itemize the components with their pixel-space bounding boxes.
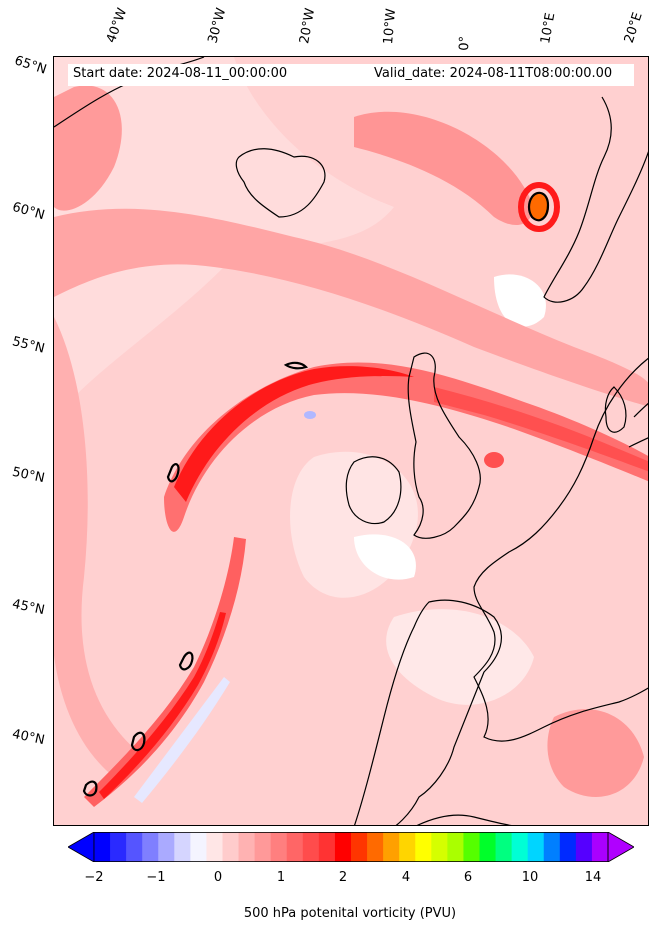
lon-label-20e: 20°E	[621, 10, 646, 46]
info-box	[68, 64, 634, 86]
colorbar-swatch	[254, 832, 272, 862]
pv-mid-band	[54, 85, 122, 211]
coast-britain	[407, 352, 481, 539]
pv-contours	[82, 191, 550, 797]
colorbar-swatch	[399, 832, 416, 862]
colorbar-swatch	[479, 832, 497, 862]
lat-label-50n: 50°N	[10, 464, 46, 487]
colorbar	[68, 832, 634, 862]
lon-label-10w: 10°W	[381, 7, 400, 45]
coast-denmark	[604, 386, 627, 433]
colorbar-under-arrow	[68, 832, 95, 862]
colorbar-title: 500 hPa potenital vorticity (PVU)	[243, 906, 457, 921]
colorbar-swatch	[270, 832, 288, 862]
coast-scandinavia	[543, 96, 648, 303]
coast-baltic	[628, 402, 648, 448]
pv-mid-band	[54, 317, 144, 777]
colorbar-tick-label: 1	[276, 870, 286, 885]
pv-jet-tail	[434, 387, 648, 472]
colorbar-swatch	[206, 832, 223, 862]
lon-label-30w: 30°W	[205, 6, 230, 45]
colorbar-swatch	[527, 832, 545, 862]
colorbar-swatch	[367, 832, 384, 862]
lat-label-60n: 60°N	[10, 199, 47, 224]
colorbar-swatch	[190, 832, 207, 862]
pv-streamer-core	[99, 612, 226, 799]
colorbar-swatch	[302, 832, 320, 862]
colorbar-swatch	[286, 832, 304, 862]
pv-jet-core	[174, 366, 414, 502]
colorbar-swatch	[415, 832, 432, 862]
pv-orange-cell	[529, 193, 549, 221]
pv-blue-patch	[134, 677, 230, 803]
lat-label-40n: 40°N	[10, 726, 46, 749]
valid-date-label: Valid_date: 2024-08-11T08:00:00.00	[374, 66, 613, 81]
lat-label-45n: 45°N	[10, 596, 46, 619]
pv-light-region	[494, 274, 546, 327]
colorbar-tick-label: −2	[84, 870, 104, 885]
colorbar-swatch	[591, 832, 609, 862]
map-panel	[53, 56, 649, 826]
colorbar-tick-label: −1	[146, 870, 166, 885]
pv-light-region	[354, 534, 416, 580]
pv-blue-cell	[304, 411, 316, 419]
colorbar-swatch	[431, 832, 448, 862]
pv-red-cell	[518, 182, 560, 232]
coast-iceland	[235, 148, 326, 218]
colorbar-swatch	[222, 832, 240, 862]
coast-iberia	[354, 599, 503, 825]
coast-continent	[473, 357, 648, 742]
colorbar-swatch	[318, 832, 336, 862]
lat-label-65n: 65°N	[12, 53, 49, 78]
pv-mid-band	[54, 208, 648, 407]
lon-label-40w: 40°W	[103, 6, 131, 45]
pv-jet-band	[164, 362, 648, 532]
colorbar-swatch	[334, 832, 352, 862]
lon-label-20w: 20°W	[297, 7, 319, 46]
colorbar-swatch	[543, 832, 561, 862]
pv-field	[54, 57, 648, 825]
contour-streamer-2	[178, 651, 194, 671]
colorbar-swatch	[575, 832, 593, 862]
colorbar-swatch	[559, 832, 577, 862]
coast-ireland	[345, 456, 402, 525]
colorbar-swatch	[126, 832, 143, 862]
colorbar-tick-label: 6	[463, 870, 473, 885]
colorbar-tick-label: 14	[584, 870, 602, 885]
colorbar-swatch	[94, 832, 111, 862]
colorbar-over-arrow	[607, 832, 634, 862]
colorbar-swatch	[174, 832, 191, 862]
colorbar-border	[93, 832, 609, 862]
colorbar-tick-label: 4	[401, 870, 411, 885]
colorbar-swatch	[110, 832, 127, 862]
pv-mid-band	[547, 709, 644, 797]
lon-label-0: 0°	[457, 35, 473, 51]
colorbar-tick-label: 2	[338, 870, 348, 885]
contour-cell	[527, 191, 550, 222]
pv-streamer	[84, 537, 246, 807]
contour-jet	[283, 361, 309, 370]
contour-streamer-4	[82, 780, 98, 797]
colorbar-swatch	[383, 832, 400, 862]
coast-north-africa	[416, 814, 512, 825]
colorbar-swatch	[447, 832, 464, 862]
start-date-label: Start date: 2024-08-11_00:00:00	[73, 66, 288, 81]
colorbar-swatch	[142, 832, 159, 862]
contour-streamer-3	[130, 731, 146, 752]
pv-mid-band	[354, 111, 533, 226]
contour-streamer-1	[166, 463, 180, 483]
colorbar-tick-label: 10	[521, 870, 539, 885]
colorbar-swatch	[511, 832, 529, 862]
colorbar-swatch	[463, 832, 480, 862]
colorbar-swatch	[158, 832, 175, 862]
colorbar-swatch	[351, 832, 368, 862]
lon-label-10e: 10°E	[538, 11, 559, 45]
lat-label-55n: 55°N	[10, 334, 47, 357]
pv-light-region	[386, 609, 534, 705]
colorbar-swatch	[495, 832, 513, 862]
colorbar-tick-label: 0	[213, 870, 223, 885]
pv-red-cell	[484, 452, 504, 468]
colorbar-swatch	[238, 832, 256, 862]
